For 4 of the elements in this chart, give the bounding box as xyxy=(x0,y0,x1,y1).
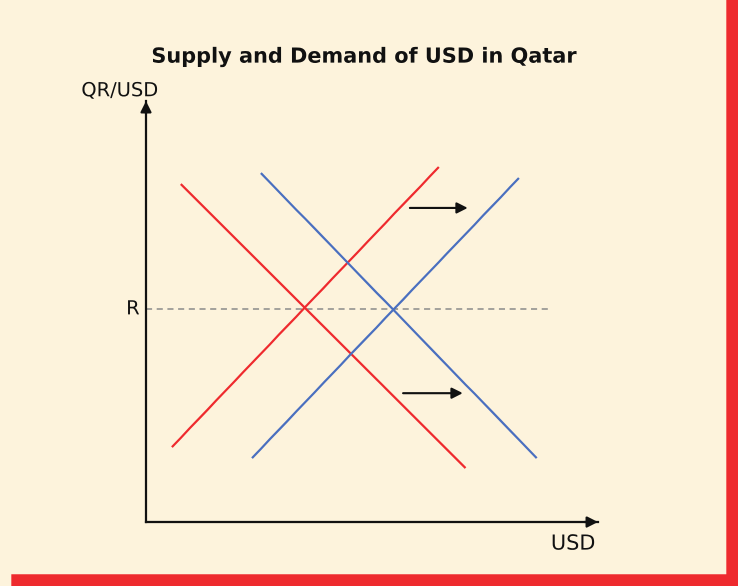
x-axis-title: USD xyxy=(552,534,594,550)
y-axis-title: QR/USD xyxy=(82,82,158,99)
ref-line-label: R xyxy=(128,300,140,314)
chart-title: Supply and Demand of USD in Qatar xyxy=(152,46,577,68)
